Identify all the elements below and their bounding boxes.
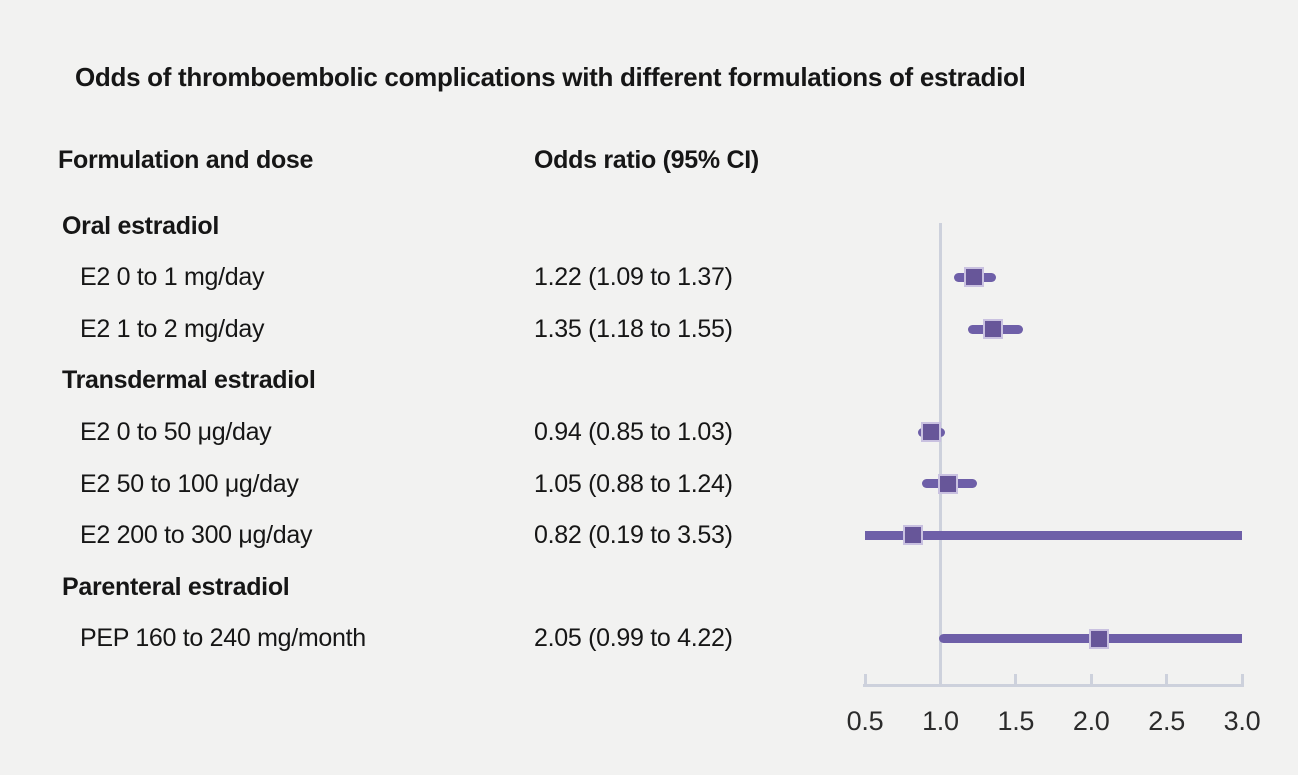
odds-ratio-marker [921, 422, 942, 443]
x-axis-tick [1014, 674, 1018, 684]
table-row: PEP 160 to 240 mg/month 2.05 (0.99 to 4.2… [0, 613, 830, 665]
x-axis-tick [938, 674, 942, 684]
x-tick-label: 2.5 [1148, 706, 1185, 736]
confidence-interval-line [865, 530, 1242, 540]
odds-ratio-marker [903, 525, 924, 546]
x-tick-label: 1.0 [922, 706, 959, 736]
x-axis-tick [1165, 674, 1169, 684]
figure-title: Odds of thromboembolic complications wit… [75, 62, 1026, 92]
row-odds-ratio-value: 1.35 (1.18 to 1.55) [534, 314, 733, 343]
group-heading-row: Oral estradiol [0, 200, 830, 252]
row-odds-ratio-value: 0.94 (0.85 to 1.03) [534, 417, 733, 446]
row-label: E2 0 to 1 mg/day [80, 263, 265, 292]
row-odds-ratio-value: 1.05 (0.88 to 1.24) [534, 469, 733, 498]
odds-ratio-marker [1088, 628, 1109, 649]
group-label: Oral estradiol [62, 211, 219, 240]
column-header-odds-ratio: Odds ratio (95% CI) [534, 146, 759, 174]
odds-ratio-marker [937, 473, 958, 494]
group-label: Parenteral estradiol [62, 572, 290, 601]
table-row: E2 0 to 50 μg/day 0.94 (0.85 to 1.03) [0, 406, 830, 458]
x-axis-tick [863, 674, 867, 684]
row-odds-ratio-value: 2.05 (0.99 to 4.22) [534, 624, 733, 653]
row-label: E2 1 to 2 mg/day [80, 314, 265, 343]
row-odds-ratio-value: 1.22 (1.09 to 1.37) [534, 263, 733, 292]
x-tick-label: 1.5 [997, 706, 1035, 736]
column-header-formulation: Formulation and dose [58, 146, 314, 174]
group-label: Transdermal estradiol [62, 366, 316, 395]
x-axis-line [863, 684, 1244, 687]
row-label: E2 0 to 50 μg/day [80, 417, 272, 446]
row-label: PEP 160 to 240 mg/month [80, 624, 366, 653]
table-row: E2 1 to 2 mg/day 1.35 (1.18 to 1.55) [0, 303, 830, 355]
x-tick-label: 3.0 [1223, 706, 1261, 736]
reference-line [938, 223, 942, 687]
row-odds-ratio-value: 0.82 (0.19 to 3.53) [534, 521, 733, 550]
row-label: E2 200 to 300 μg/day [80, 521, 313, 550]
x-axis-tick [1240, 674, 1244, 684]
group-heading-row: Parenteral estradiol [0, 561, 830, 613]
odds-ratio-marker [983, 319, 1004, 339]
table-row: E2 0 to 1 mg/day 1.22 (1.09 to 1.37) [0, 252, 830, 304]
group-heading-row: Transdermal estradiol [0, 355, 830, 407]
table-row: E2 200 to 300 μg/day 0.82 (0.19 to 3.53) [0, 510, 830, 562]
row-label: E2 50 to 100 μg/day [80, 469, 299, 498]
x-tick-label: 2.0 [1072, 706, 1110, 736]
x-tick-label: 0.5 [846, 706, 884, 736]
x-axis-tick [1089, 674, 1093, 684]
table-row: E2 50 to 100 μg/day 1.05 (0.88 to 1.24) [0, 458, 830, 510]
odds-ratio-marker [963, 267, 984, 288]
